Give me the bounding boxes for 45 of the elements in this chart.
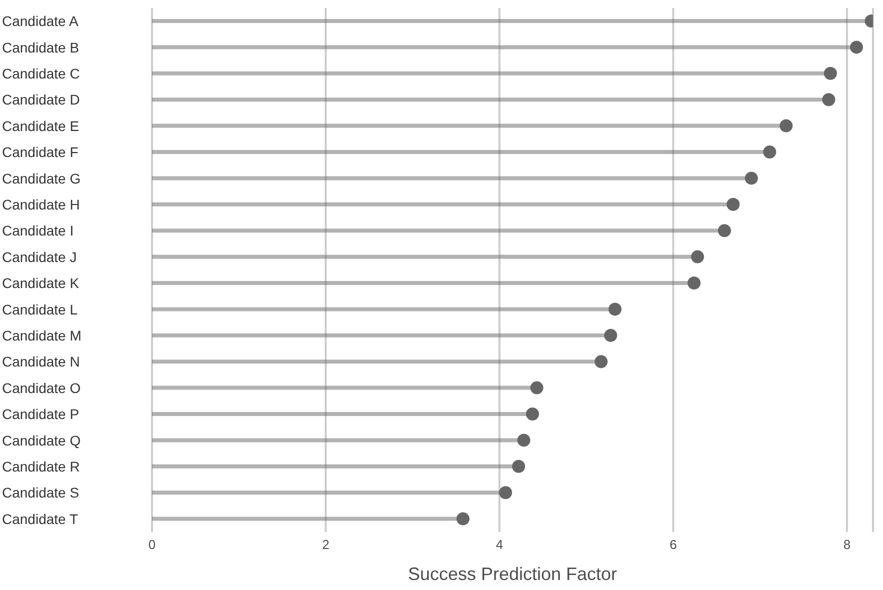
y-tick-label: Candidate H — [2, 196, 80, 212]
x-tick-label: 4 — [496, 537, 504, 552]
y-tick-label: Candidate Q — [2, 432, 81, 448]
y-tick-label: Candidate L — [2, 301, 78, 318]
point — [726, 198, 740, 211]
y-tick-label: Candidate O — [2, 380, 81, 396]
y-tick-label: Candidate E — [2, 118, 80, 134]
point — [530, 381, 544, 394]
point — [780, 119, 793, 132]
point — [850, 40, 863, 54]
x-tick-label: 0 — [148, 537, 156, 552]
x-tick-label: 6 — [670, 537, 677, 552]
point — [456, 512, 470, 526]
point — [688, 276, 701, 290]
y-tick-label: Candidate R — [2, 458, 80, 474]
y-tick-label: Candidate M — [2, 327, 82, 344]
y-tick-label: Candidate N — [2, 354, 80, 370]
x-tick-label: 8 — [843, 537, 851, 552]
y-tick-label: Candidate T — [2, 510, 78, 527]
point — [604, 328, 618, 342]
y-tick-label: Candidate B — [2, 39, 80, 56]
point — [718, 224, 731, 238]
point — [744, 172, 758, 185]
x-axis-title: Success Prediction Factor — [408, 564, 618, 584]
point — [822, 93, 836, 106]
y-tick-label: Candidate S — [2, 484, 80, 501]
point — [608, 302, 622, 316]
point — [517, 434, 530, 447]
y-tick-label: Candidate F — [2, 144, 78, 160]
y-tick-label: Candidate A — [2, 13, 79, 30]
y-tick-label: Candidate P — [2, 406, 80, 422]
y-tick-label: Candidate J — [2, 248, 77, 265]
y-tick-label: Candidate C — [2, 65, 80, 82]
y-tick-label: Candidate G — [2, 170, 81, 186]
point — [499, 486, 512, 500]
point — [594, 355, 608, 368]
point — [526, 408, 539, 420]
point — [691, 250, 704, 264]
y-tick-label: Candidate D — [2, 92, 80, 108]
x-tick-label: 2 — [322, 537, 330, 552]
y-tick-label: Candidate I — [2, 222, 74, 239]
point — [512, 460, 526, 473]
point — [824, 66, 837, 80]
point — [763, 146, 776, 158]
y-tick-label: Candidate K — [2, 275, 80, 292]
